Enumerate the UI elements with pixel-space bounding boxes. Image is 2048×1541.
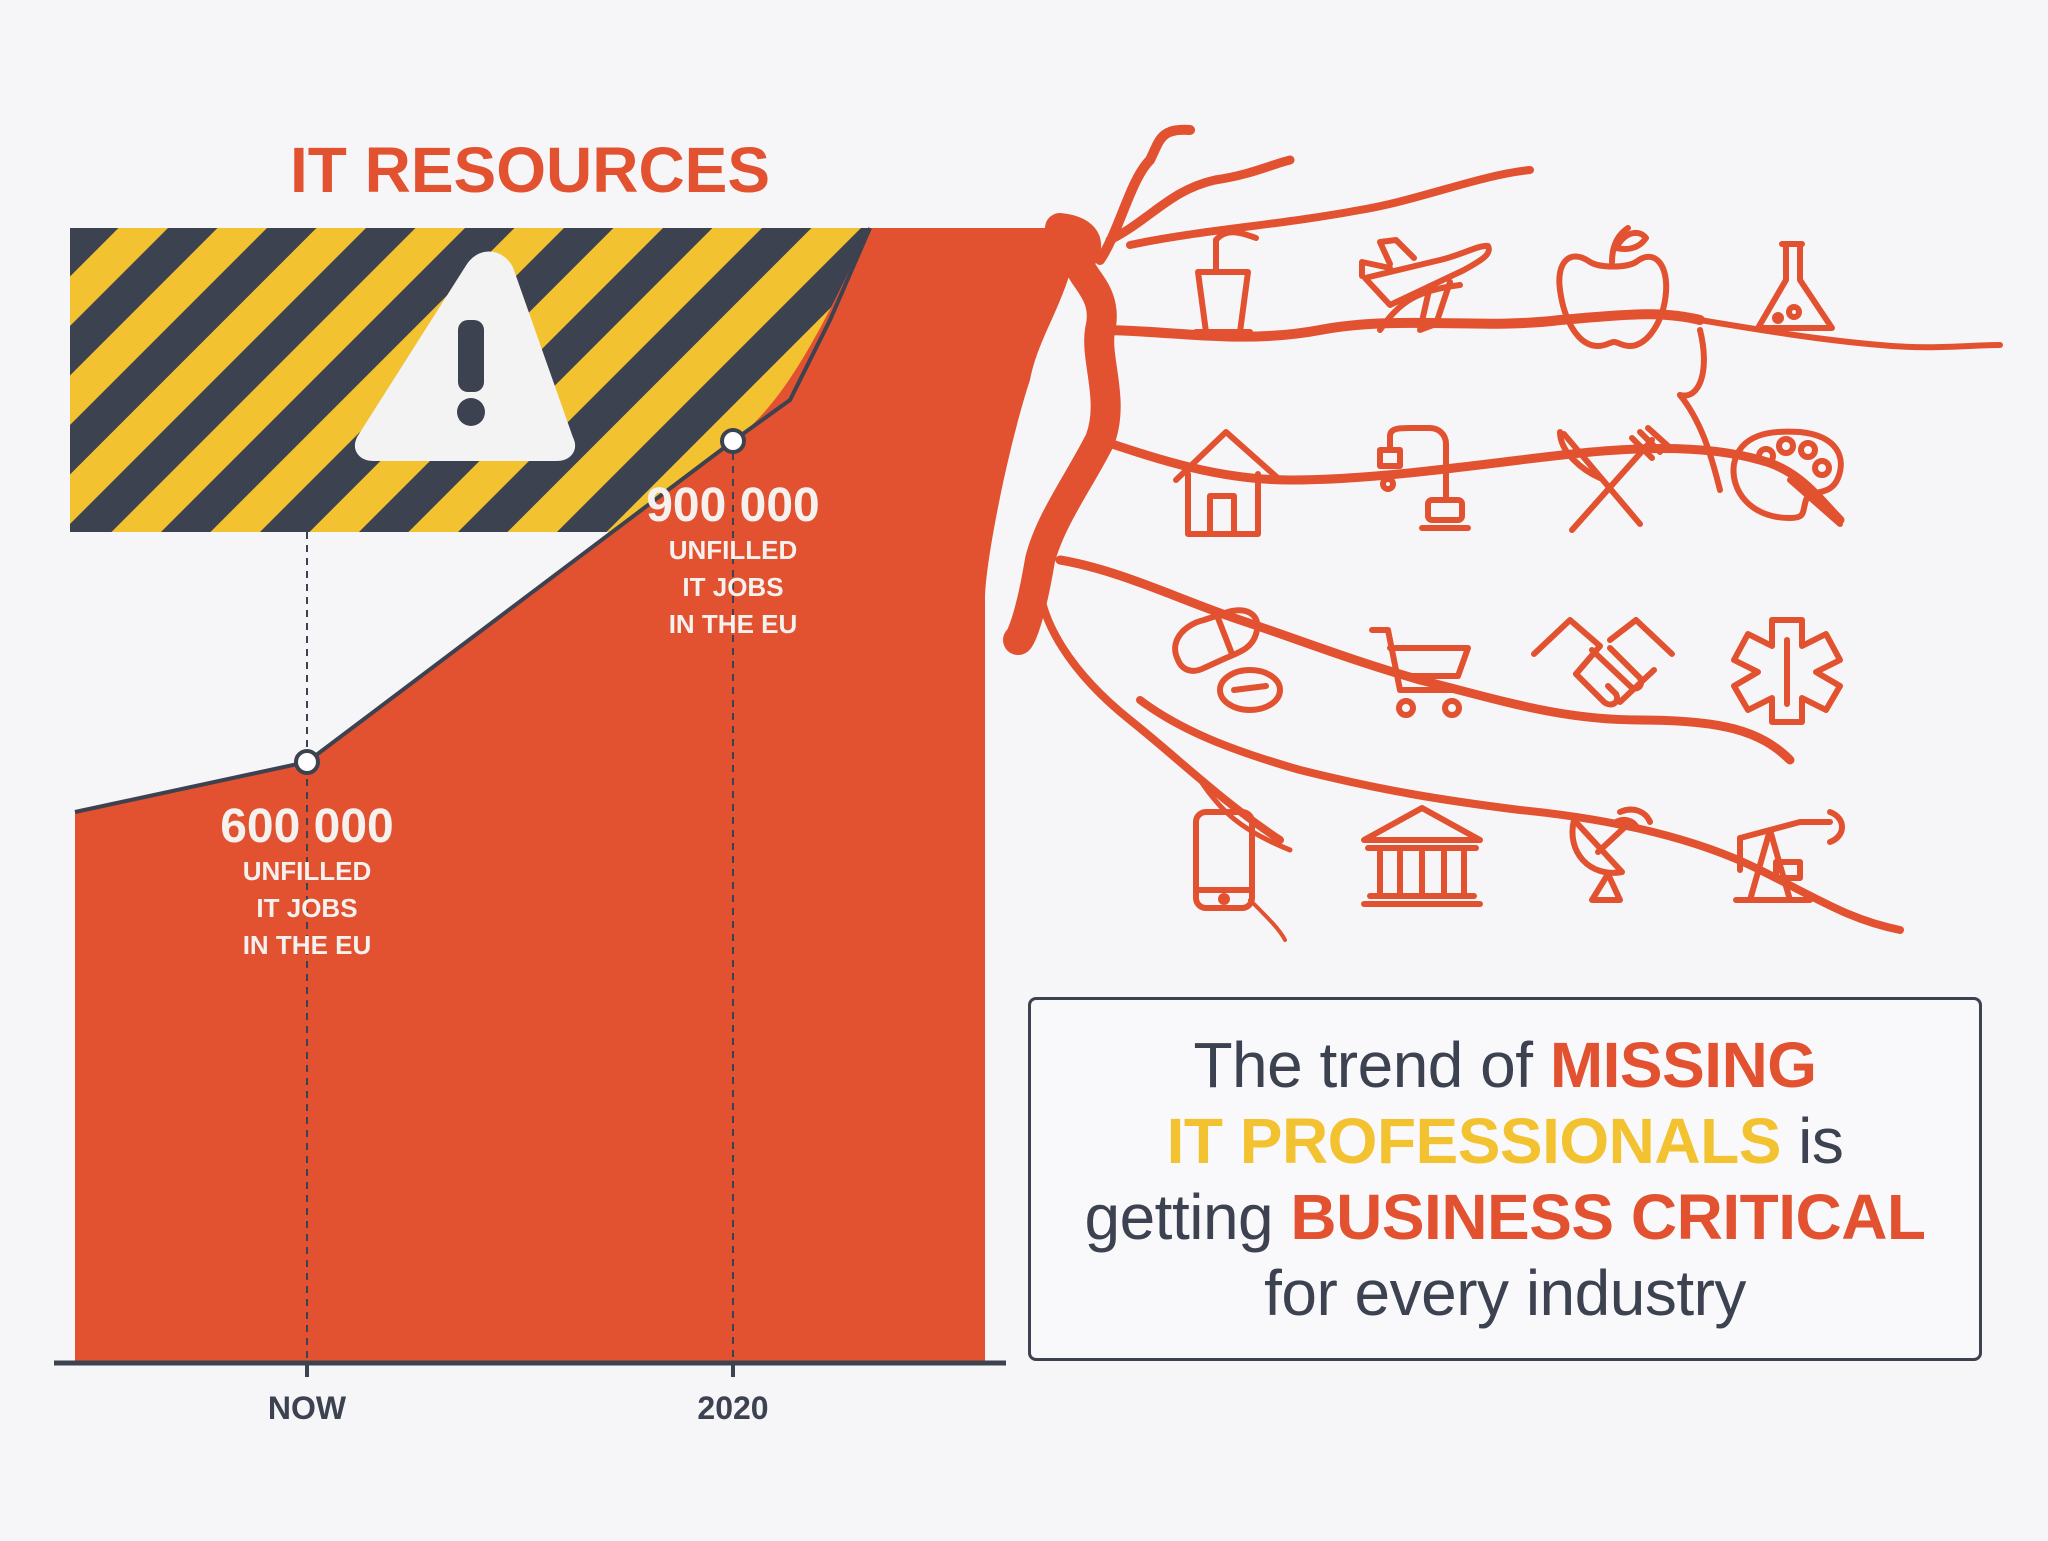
data-point [294, 749, 320, 775]
branch-mid-2b [1677, 392, 1723, 493]
branch-mid-1 [1095, 309, 1705, 342]
data-label-line: UNFILLED [243, 856, 372, 886]
branch-upper [1126, 166, 1534, 249]
message-part-4: is [1780, 1105, 1844, 1177]
branch-top-right [1105, 155, 1295, 245]
message-highlight-missing: MISSING [1549, 1029, 1817, 1101]
shopping-cart-icon [1369, 627, 1471, 718]
smartphone-icon [1193, 809, 1255, 911]
branch-mid-3 [1055, 555, 1795, 765]
data-label-line: IN THE EU [243, 930, 372, 960]
branch-mid-2c [1677, 327, 1707, 399]
handshake-icon [1531, 617, 1675, 708]
satellite-dish-icon [1569, 806, 1653, 903]
data-point [720, 428, 746, 454]
tree-illustration [1003, 124, 2003, 942]
branch-top [1095, 124, 1195, 265]
message-part-5: getting [1084, 1181, 1291, 1253]
area-fill [75, 228, 985, 1363]
chart-title: IT RESOURCES [290, 134, 770, 206]
bank-icon [1361, 805, 1483, 907]
house-icon [1173, 429, 1283, 537]
tree-trunk-base [985, 228, 1080, 600]
oil-pump-icon [1733, 809, 1845, 903]
message-highlight-business-critical: BUSINESS CRITICAL [1290, 1181, 1926, 1253]
data-label-value: 600 000 [220, 800, 394, 853]
data-label-value: 900 000 [646, 479, 820, 532]
fork-knife-icon [1557, 425, 1671, 533]
data-label-line: IT JOBS [256, 893, 357, 923]
data-label-line: IT JOBS [682, 572, 783, 602]
message-text: The trend of MISSING IT PROFESSIONALS is… [1040, 1027, 1970, 1331]
warning-triangle-icon [354, 251, 576, 461]
data-label-line: IN THE EU [669, 609, 798, 639]
message-part-1: The trend of [1193, 1029, 1550, 1101]
pills-icon [1172, 607, 1283, 713]
series-line [74, 227, 872, 814]
factory-icon [1193, 229, 1259, 335]
flask-icon [1755, 241, 1835, 331]
branch-far-right [1697, 317, 2003, 351]
branch-low [1136, 696, 1904, 934]
x-tick-label: NOW [268, 1390, 347, 1426]
message-highlight-it-professionals: IT PROFESSIONALS [1166, 1105, 1782, 1177]
palette-icon [1730, 428, 1844, 527]
x-tick-label: 2020 [697, 1390, 768, 1426]
branch-twig-2 [1248, 898, 1287, 942]
apple-icon [1556, 225, 1670, 349]
airplane-icon [1359, 237, 1492, 333]
data-label-line: UNFILLED [669, 535, 798, 565]
message-box: The trend of MISSING IT PROFESSIONALS is… [1028, 997, 1982, 1361]
branch-lower-left [1034, 556, 1284, 844]
faucet-icon [1377, 425, 1471, 531]
industry-icons [1172, 225, 1845, 911]
branch-twig-1 [1197, 777, 1293, 853]
medical-star-icon [1731, 617, 1843, 725]
message-part-7: for every industry [1264, 1257, 1746, 1329]
